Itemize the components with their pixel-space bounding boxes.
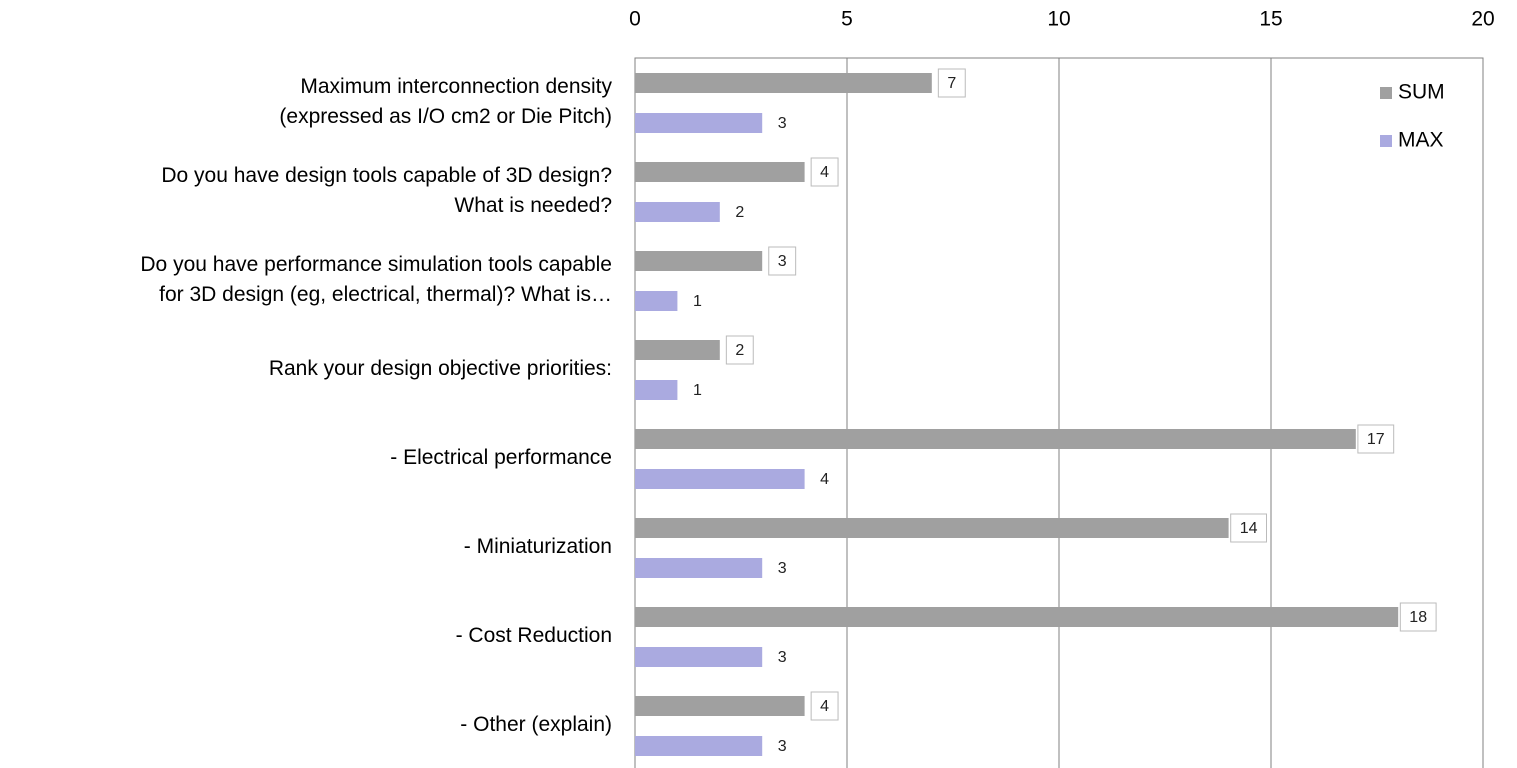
y-tick-label: Do you have design tools capable of 3D d… <box>161 164 612 217</box>
label-box <box>1357 424 1395 454</box>
bar <box>635 202 720 222</box>
label-box <box>810 157 839 187</box>
x-tick-label: 15 <box>1259 8 1282 31</box>
bar <box>635 73 932 93</box>
bar <box>635 469 805 489</box>
data-label: 3 <box>778 738 787 755</box>
label-box <box>810 691 839 721</box>
bar <box>635 558 763 578</box>
data-label: 4 <box>820 164 829 181</box>
bar <box>635 518 1229 538</box>
bar <box>635 162 805 182</box>
data-label: 14 <box>1240 520 1258 537</box>
data-label: 4 <box>820 471 829 488</box>
bar <box>635 251 763 271</box>
legend-label: MAX <box>1398 129 1444 152</box>
data-label: 7 <box>947 75 956 92</box>
legend-swatch <box>1380 87 1392 99</box>
data-label: 17 <box>1367 431 1385 448</box>
label-box <box>937 68 966 98</box>
bar <box>635 736 763 756</box>
bar <box>635 607 1399 627</box>
x-tick-label: 10 <box>1047 8 1070 31</box>
data-label: 1 <box>693 293 702 310</box>
y-tick-label: Maximum interconnection density (express… <box>279 75 612 128</box>
data-label: 3 <box>778 115 787 132</box>
label-box <box>725 335 754 365</box>
y-tick-label: - Miniaturization <box>463 535 612 558</box>
x-tick-label: 5 <box>841 8 853 31</box>
legend-swatch <box>1380 135 1392 147</box>
bar <box>635 291 678 311</box>
data-label: 2 <box>735 342 744 359</box>
data-label: 4 <box>820 698 829 715</box>
bar <box>635 340 720 360</box>
data-label: 18 <box>1409 609 1427 626</box>
label-box <box>1399 602 1437 632</box>
x-tick-label: 20 <box>1471 8 1494 31</box>
label-box <box>1230 513 1267 543</box>
y-tick-label: Do you have performance simulation tools… <box>140 253 612 306</box>
bar <box>635 696 805 716</box>
bar <box>635 113 763 133</box>
legend-label: SUM <box>1398 81 1445 104</box>
data-label: 3 <box>778 560 787 577</box>
y-tick-label: - Other (explain) <box>460 713 612 736</box>
label-box <box>768 246 797 276</box>
data-label: 3 <box>778 649 787 666</box>
bar <box>635 647 763 667</box>
data-label: 1 <box>693 382 702 399</box>
bar <box>635 429 1356 449</box>
y-tick-label: Rank your design objective priorities: <box>268 357 612 380</box>
bar <box>635 380 678 400</box>
data-label: 2 <box>735 204 744 221</box>
data-label: 3 <box>778 253 787 270</box>
x-tick-label: 0 <box>629 8 641 31</box>
y-tick-label: - Cost Reduction <box>455 624 612 647</box>
y-tick-label: - Electrical performance <box>390 446 612 469</box>
